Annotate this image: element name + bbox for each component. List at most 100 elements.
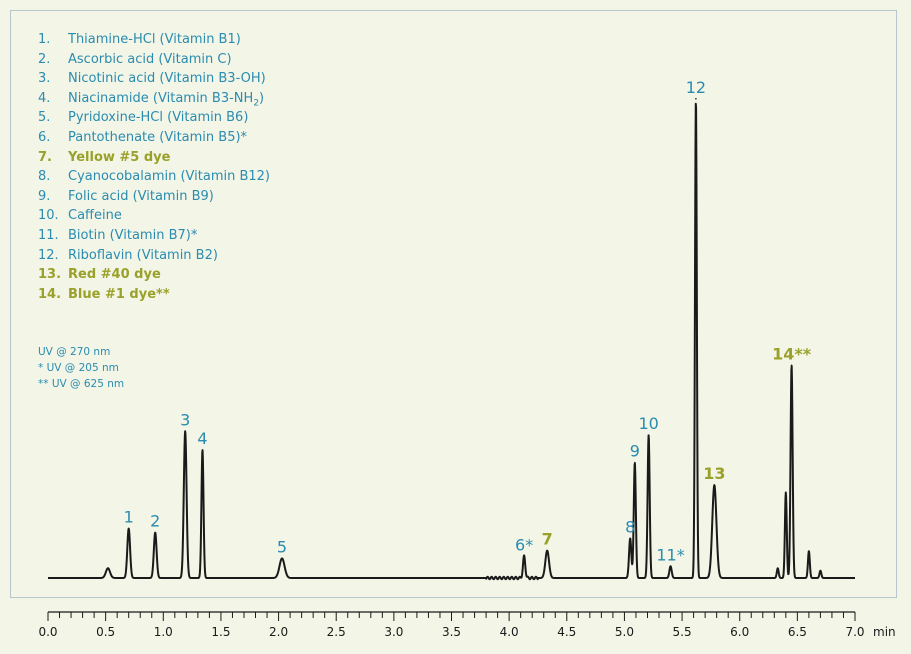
legend-number: 6.	[38, 129, 51, 145]
detection-note: ** UV @ 625 nm	[38, 378, 125, 390]
peak-label: 11*	[656, 545, 684, 564]
x-tick-label: 4.5	[557, 625, 576, 639]
legend-item: 3. Nicotinic acid (Vitamin B3-OH)	[38, 69, 270, 89]
peak-apex	[184, 430, 186, 433]
chromatogram-trace	[47, 102, 856, 581]
peak-label: 5	[277, 537, 287, 556]
detection-notes: UV @ 270 nm * UV @ 205 nm ** UV @ 625 nm	[38, 344, 124, 392]
legend-item: 6. Pantothenate (Vitamin B5)*	[38, 128, 270, 148]
x-tick-label: 0.5	[96, 625, 115, 639]
legend-text: Biotin (Vitamin B7)*	[68, 227, 198, 243]
peak-apex	[808, 550, 810, 552]
detection-note: * UV @ 205 nm	[38, 362, 119, 374]
legend-text: Red #40 dye	[68, 267, 161, 283]
x-tick-label: 5.5	[673, 625, 692, 639]
legend-item: 13. Red #40 dye	[38, 265, 270, 285]
peak-apex	[201, 449, 204, 451]
legend-number: 9.	[38, 188, 51, 204]
peak-label: 10	[638, 414, 658, 433]
peak-label: 9	[630, 442, 640, 461]
peak-apex	[107, 567, 109, 570]
x-tick-label: 2.0	[269, 625, 288, 639]
legend-text: Niacinamide (Vitamin B3-NH	[68, 90, 254, 106]
x-tick-label: 2.5	[327, 625, 346, 639]
peak-label: 14**	[772, 344, 812, 363]
x-tick-label: 4.0	[500, 625, 519, 639]
legend-item: 4. Niacinamide (Vitamin B3-NH2)	[38, 89, 270, 109]
x-tick-label: 1.0	[154, 625, 173, 639]
legend-text-tail: )	[259, 90, 265, 106]
x-axis-unit-label: min	[873, 625, 896, 639]
chart-panel	[10, 10, 897, 598]
legend-item: 8. Cyanocobalamin (Vitamin B12)	[38, 167, 270, 187]
legend-text: Riboflavin (Vitamin B2)	[68, 247, 218, 263]
peak-label: 12	[686, 78, 706, 97]
peak-apex	[281, 557, 283, 560]
peak-apex	[713, 484, 716, 486]
peak-label: 8	[625, 517, 635, 536]
peak-label: 13	[703, 464, 725, 483]
legend-item: 2. Ascorbic acid (Vitamin C)	[38, 50, 270, 70]
peak-legend: 1. Thiamine-HCl (Vitamin B1) 2. Ascorbic ac…	[38, 30, 270, 304]
legend-subscript: 2	[253, 98, 260, 109]
peak-label: 2	[150, 512, 160, 531]
legend-text: Caffeine	[68, 208, 122, 224]
legend-number: 8.	[38, 169, 51, 185]
x-tick-label: 5.0	[615, 625, 634, 639]
x-tick-label: 0.0	[38, 625, 57, 639]
legend-text: Thiamine-HCl (Vitamin B1)	[68, 32, 241, 47]
peak-apex	[154, 531, 157, 534]
legend-number: 5.	[38, 110, 51, 126]
peak-apex	[790, 364, 793, 367]
legend-text: Folic acid (Vitamin B9)	[68, 188, 214, 204]
legend-number: 10.	[38, 208, 59, 224]
legend-text: Pantothenate (Vitamin B5)*	[68, 129, 248, 145]
peak-label: 4	[197, 429, 207, 448]
legend-text: Nicotinic acid (Vitamin B3-OH)	[68, 71, 266, 87]
legend-item: 10. Caffeine	[38, 206, 270, 226]
peak-label: 7	[542, 530, 553, 549]
legend-number: 11.	[38, 227, 59, 243]
peak-apex	[669, 565, 672, 568]
legend-item: 1. Thiamine-HCl (Vitamin B1)	[38, 30, 270, 50]
legend-text: Pyridoxine-HCl (Vitamin B6)	[68, 110, 249, 126]
legend-number: 7.	[38, 149, 52, 165]
legend-text: Cyanocobalamin (Vitamin B12)	[68, 169, 271, 185]
x-tick-label: 3.5	[442, 625, 461, 639]
peak-apex	[523, 555, 525, 558]
legend-text: Blue #1 dye**	[68, 286, 170, 302]
peak-label: 1	[124, 508, 134, 527]
legend-number: 2.	[38, 51, 51, 67]
legend-number: 3.	[38, 71, 51, 87]
legend-number: 4.	[38, 90, 51, 106]
peak-apex	[546, 549, 548, 552]
peak-apex	[629, 537, 631, 540]
peak-apex	[695, 97, 697, 100]
legend-text: Ascorbic acid (Vitamin C)	[68, 51, 232, 67]
legend-number: 1.	[38, 32, 51, 47]
peak-label: 3	[180, 410, 190, 429]
x-tick-label: 7.0	[845, 625, 864, 639]
peak-label: 6*	[515, 535, 533, 554]
x-tick-label: 3.0	[384, 625, 403, 639]
x-tick-label: 6.0	[730, 625, 749, 639]
legend-number: 12.	[38, 247, 59, 263]
x-tick-label: 6.5	[788, 625, 807, 639]
legend-text: Yellow #5 dye	[68, 149, 171, 165]
legend-item: 14. Blue #1 dye**	[38, 285, 270, 305]
peak-apex	[647, 434, 650, 437]
detection-note: UV @ 270 nm	[38, 346, 111, 358]
legend-number: 13.	[38, 267, 62, 283]
legend-item: 12. Riboflavin (Vitamin B2)	[38, 246, 270, 266]
legend-item: 9. Folic acid (Vitamin B9)	[38, 187, 270, 207]
legend-number: 14.	[38, 286, 62, 302]
legend-item: 5. Pyridoxine-HCl (Vitamin B6)	[38, 108, 270, 128]
peak-apex	[127, 527, 130, 530]
peak-apex	[819, 569, 822, 572]
peak-apex	[776, 567, 779, 570]
legend-item: 11. Biotin (Vitamin B7)*	[38, 226, 270, 246]
peak-apex	[785, 491, 787, 494]
peak-apex	[634, 461, 636, 464]
